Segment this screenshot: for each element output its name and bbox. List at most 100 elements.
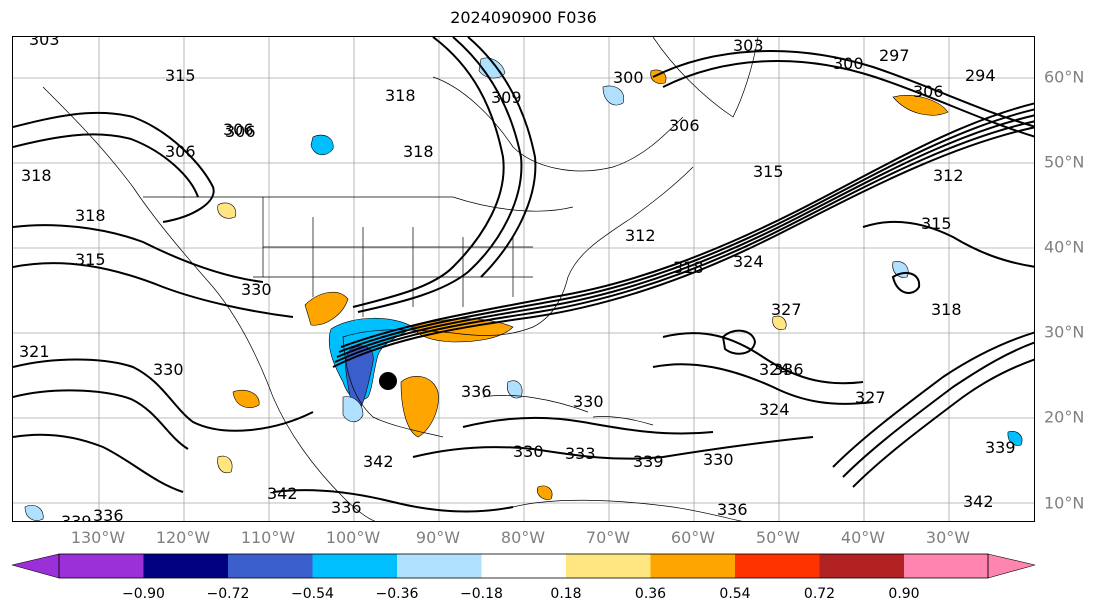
contour-east-3 <box>852 358 1034 488</box>
contours <box>13 37 1034 513</box>
colorbar-tick: 0.36 <box>634 586 667 602</box>
contour-label: 312 <box>933 166 964 185</box>
colorbar-tick: −0.54 <box>291 586 334 602</box>
lat-label-50n: 50°N <box>1044 152 1085 172</box>
colorbar-segment <box>819 554 904 578</box>
contour-mid-atl-1 <box>662 332 864 385</box>
pos-shade-west <box>217 202 237 219</box>
coast-greenland <box>652 37 759 118</box>
colorbar-tick: −0.36 <box>375 586 419 602</box>
contour-north-3 <box>467 37 537 278</box>
contour-label: 318 <box>673 258 704 277</box>
contour-label: 342 <box>963 492 994 511</box>
contour-label: 306 <box>165 142 196 161</box>
contour-sw-3 <box>13 433 184 493</box>
contour-label-layer: 303 318 306 306 318 318 315 330 321 330 … <box>19 37 1016 522</box>
storm-center-marker <box>379 372 397 390</box>
contour-label: 327 <box>771 300 802 319</box>
colorbar <box>11 553 1036 579</box>
colorbar-segment <box>735 554 820 578</box>
contour-label: 339 <box>633 452 664 471</box>
lat-label-30n: 30°N <box>1044 322 1085 342</box>
contour-label: 330 <box>241 280 272 299</box>
lat-label-20n: 20°N <box>1044 407 1085 427</box>
coast-mexico-east <box>342 336 444 438</box>
neg-shade-gulf-light <box>342 396 364 423</box>
contour-label: 306 <box>913 82 944 101</box>
colorbar-segment <box>143 554 228 578</box>
lon-label-60w: 60°W <box>670 528 716 547</box>
colorbar-segment <box>228 554 313 578</box>
neg-shade-pacific <box>24 505 44 521</box>
contour-label: 330 <box>703 450 734 469</box>
contour-ne-2 <box>662 60 1034 138</box>
contour-label: 297 <box>879 46 910 65</box>
pos-shade-baja <box>217 455 233 474</box>
coast-hudson <box>432 76 684 172</box>
contour-label: 318 <box>931 300 962 319</box>
contour-sw-1 <box>13 358 314 432</box>
contour-label: 300 <box>833 54 864 73</box>
lon-label-70w: 70°W <box>585 528 631 547</box>
lon-label-120w: 120°W <box>155 528 211 547</box>
contour-label: 342 <box>363 452 394 471</box>
contour-label: 339 <box>61 512 92 522</box>
lon-label-100w: 100°W <box>325 528 381 547</box>
colorbar-segment <box>904 554 988 578</box>
colorbar-tick: 0.72 <box>803 586 836 602</box>
contour-mid-atl-2 <box>652 363 874 405</box>
contour-north-2 <box>357 37 523 313</box>
colorbar-extend-left <box>11 553 60 579</box>
colorbar-tick: 0.90 <box>888 586 920 602</box>
lon-label-30w: 30°W <box>925 528 971 547</box>
contour-label: 306 <box>669 116 700 135</box>
coast-sa <box>512 499 743 521</box>
pos-shade-yucatan <box>400 375 439 438</box>
contour-west-4 <box>13 262 294 318</box>
contour-label: 330 <box>153 360 184 379</box>
contour-label: 318 <box>21 166 52 185</box>
contour-label: 303 <box>733 37 764 55</box>
contour-label: 330 <box>573 392 604 411</box>
contour-label: 294 <box>965 66 996 85</box>
lat-label-60n: 60°N <box>1044 67 1085 87</box>
contour-label: 333 <box>565 444 596 463</box>
map-svg: 303 318 306 306 318 318 315 330 321 330 … <box>13 37 1034 522</box>
pos-shade-texas <box>304 291 349 326</box>
neg-shade-west <box>310 134 334 156</box>
lon-label-110w: 110°W <box>240 528 296 547</box>
contour-label: 312 <box>625 226 656 245</box>
contour-jet-2 <box>334 120 1034 363</box>
contour-label: 318 <box>75 206 106 225</box>
contour-label: 321 <box>19 342 50 361</box>
pos-shade-ne <box>892 95 949 116</box>
contour-north-1 <box>352 37 505 308</box>
contour-east-2 <box>842 341 1034 478</box>
contour-label: 324 <box>759 400 790 419</box>
map-panel: 303 318 306 306 318 318 315 330 321 330 … <box>12 36 1035 522</box>
contour-label: 324 <box>759 360 790 379</box>
colorbar-tick: −0.72 <box>206 586 250 602</box>
contour-jet-3 <box>336 114 1034 358</box>
colorbar-segment <box>312 554 397 578</box>
contour-label: 336 <box>717 500 748 519</box>
contour-label: 315 <box>165 66 196 85</box>
contour-label: 342 <box>267 484 298 503</box>
contour-closed-1 <box>721 329 757 355</box>
shading-positive <box>217 69 949 500</box>
contour-label: 315 <box>75 250 106 269</box>
lon-label-90w: 90°W <box>415 528 461 547</box>
contour-label: 330 <box>513 442 544 461</box>
neg-shade-east <box>1007 431 1023 446</box>
colorbar-tick: 0.18 <box>550 586 582 602</box>
contour-south-2 <box>412 436 814 460</box>
contour-south-1 <box>272 489 514 513</box>
contour-label: 339 <box>985 438 1016 457</box>
colorbar-tick: −0.90 <box>122 586 165 602</box>
contour-label: 336 <box>93 506 124 522</box>
coast-pacific-na <box>42 86 376 521</box>
contour-west-3 <box>13 224 264 283</box>
colorbar-tick: −0.18 <box>460 586 503 602</box>
contour-label: 315 <box>753 162 784 181</box>
contour-label: 318 <box>385 86 416 105</box>
